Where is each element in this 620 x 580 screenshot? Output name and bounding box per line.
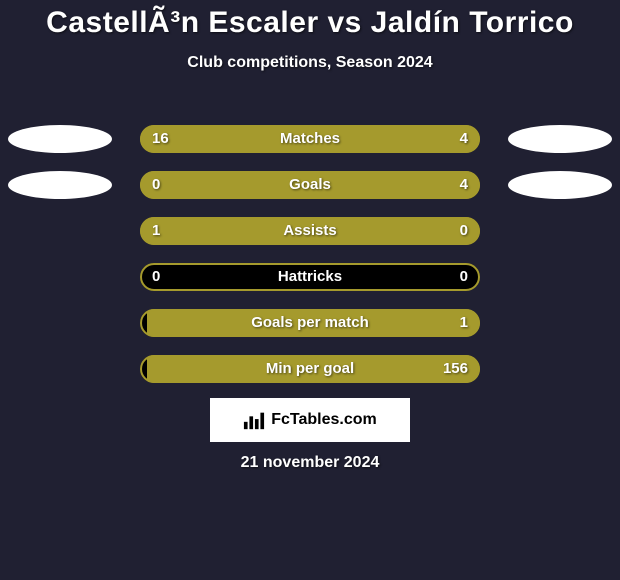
player-avatar-left <box>8 125 112 153</box>
bar-track <box>140 125 480 153</box>
bar-fill-right <box>412 125 480 153</box>
stat-row: 10Assists <box>0 210 620 256</box>
stat-row: 156Min per goal <box>0 348 620 394</box>
player-avatar-right <box>508 171 612 199</box>
page-title: CastellÃ³n Escaler vs Jaldín Torrico <box>0 0 620 40</box>
bar-track <box>140 171 480 199</box>
bar-fill-left <box>140 171 147 199</box>
bar-fill-left <box>140 217 473 245</box>
bar-track <box>140 309 480 337</box>
value-left: 0 <box>152 171 160 199</box>
stat-rows: 164Matches04Goals10Assists00Hattricks1Go… <box>0 118 620 394</box>
bar-fill-left <box>140 125 412 153</box>
value-right: 0 <box>460 263 468 291</box>
subtitle: Club competitions, Season 2024 <box>0 54 620 72</box>
value-left: 0 <box>152 263 160 291</box>
bar-fill-right <box>147 171 480 199</box>
bar-track <box>140 355 480 383</box>
value-left: 1 <box>152 217 160 245</box>
bar-fill-right <box>473 217 480 245</box>
value-right: 4 <box>460 171 468 199</box>
value-right: 4 <box>460 125 468 153</box>
date-text: 21 november 2024 <box>0 454 620 472</box>
bar-track <box>140 217 480 245</box>
bar-fill-right <box>147 309 480 337</box>
value-left: 16 <box>152 125 169 153</box>
stat-row: 164Matches <box>0 118 620 164</box>
bar-track <box>140 263 480 291</box>
value-right: 156 <box>443 355 468 383</box>
bars-icon <box>243 410 265 430</box>
fctables-logo: FcTables.com <box>210 398 410 442</box>
player-avatar-left <box>8 171 112 199</box>
stat-row: 1Goals per match <box>0 302 620 348</box>
comparison-infographic: CastellÃ³n Escaler vs Jaldín Torrico Clu… <box>0 0 620 580</box>
logo-text: FcTables.com <box>271 411 377 429</box>
value-right: 1 <box>460 309 468 337</box>
value-right: 0 <box>460 217 468 245</box>
bar-fill-right <box>147 355 480 383</box>
player-avatar-right <box>508 125 612 153</box>
stat-row: 00Hattricks <box>0 256 620 302</box>
stat-row: 04Goals <box>0 164 620 210</box>
